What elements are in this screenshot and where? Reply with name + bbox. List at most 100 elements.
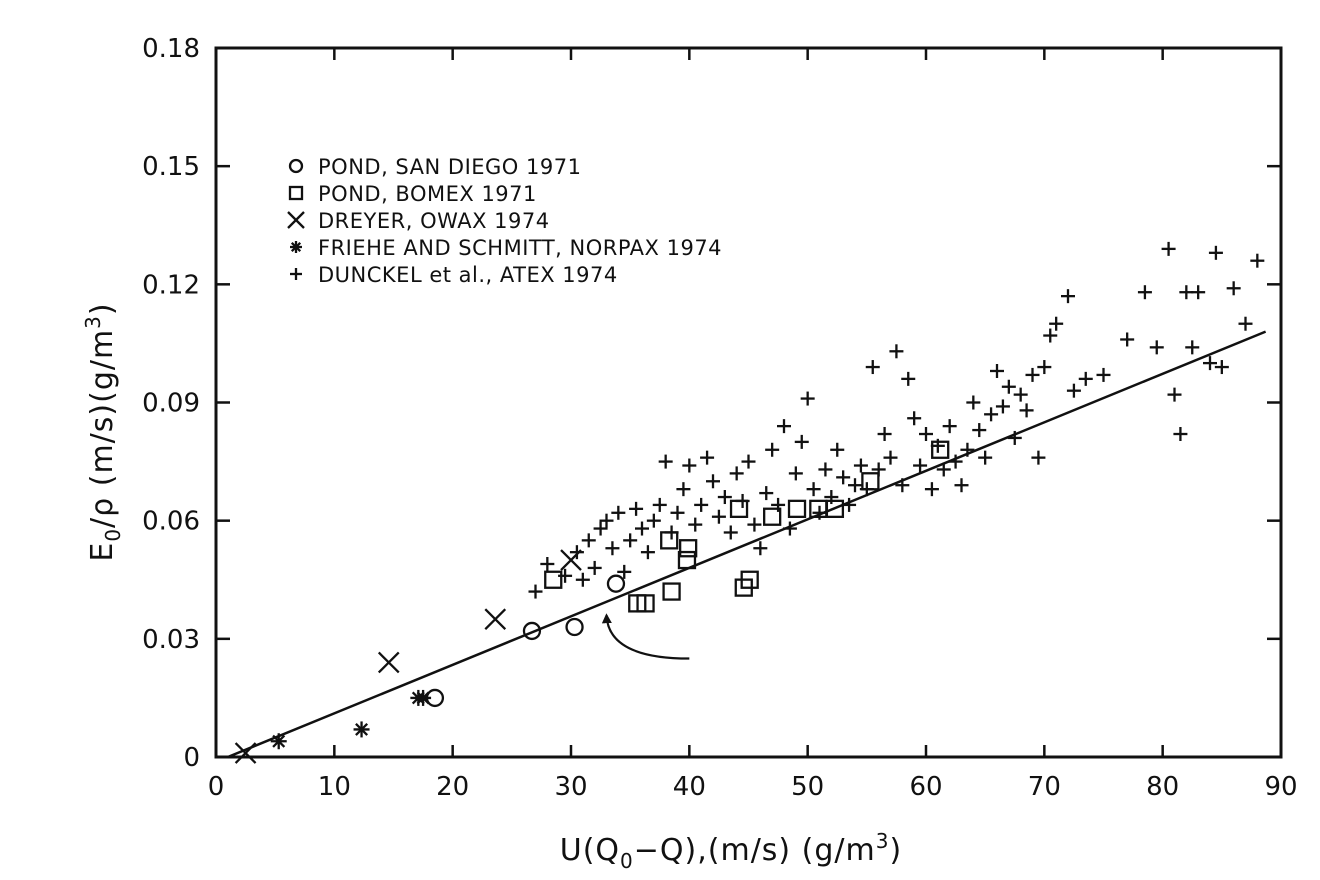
data-point xyxy=(763,507,782,526)
x-axis-label: U(Q0−Q),(m/s) (g/m3) xyxy=(560,829,902,873)
data-point xyxy=(1031,450,1046,465)
legend-marker xyxy=(288,185,304,201)
data-point xyxy=(853,458,868,473)
x-tick-label: 40 xyxy=(673,772,706,802)
series-plus xyxy=(528,241,1265,599)
data-point xyxy=(825,499,845,519)
marker-shape xyxy=(787,499,807,519)
data-point xyxy=(522,621,542,641)
data-point xyxy=(1001,379,1016,394)
annotation-arrow xyxy=(601,613,690,660)
data-point xyxy=(700,450,715,465)
x-label-sub: 0 xyxy=(620,849,634,873)
data-point xyxy=(747,517,762,532)
data-point xyxy=(1191,285,1206,300)
data-point xyxy=(1238,316,1253,331)
data-point xyxy=(871,462,886,477)
legend-label: DUNCKEL et al., ATEX 1974 xyxy=(318,263,618,287)
data-point xyxy=(593,521,608,536)
data-point xyxy=(569,545,584,560)
data-point xyxy=(611,505,626,520)
data-point xyxy=(694,497,709,512)
data-point xyxy=(646,513,661,528)
marker-shape xyxy=(677,550,697,570)
data-point xyxy=(605,541,620,556)
data-point xyxy=(907,411,922,426)
data-point xyxy=(640,545,655,560)
data-point xyxy=(662,582,681,601)
data-point xyxy=(1173,427,1188,442)
data-point xyxy=(787,499,807,519)
y-label-part: ) xyxy=(85,302,120,315)
data-point xyxy=(606,574,626,593)
data-point xyxy=(1019,403,1034,418)
data-point xyxy=(800,391,815,406)
y-tick-label: 0 xyxy=(183,743,200,773)
data-point xyxy=(664,525,679,540)
data-point xyxy=(960,442,975,457)
data-point xyxy=(741,454,756,469)
data-point xyxy=(629,501,644,516)
data-point xyxy=(1208,245,1223,260)
x-tick-label: 60 xyxy=(909,772,942,802)
data-point xyxy=(1096,367,1111,382)
data-point xyxy=(995,399,1010,414)
data-point xyxy=(740,570,759,589)
marker-shape xyxy=(272,734,286,748)
data-point xyxy=(883,450,898,465)
data-point xyxy=(670,505,685,520)
data-point xyxy=(677,550,697,570)
x-tick-label: 10 xyxy=(318,772,351,802)
data-point xyxy=(617,564,632,579)
data-point xyxy=(1120,332,1135,347)
data-point xyxy=(1049,316,1064,331)
legend-label: FRIEHE AND SCHMITT, NORPAX 1974 xyxy=(318,236,722,260)
data-point xyxy=(1013,387,1028,402)
data-point xyxy=(836,470,851,485)
y-label-part: E xyxy=(85,542,120,562)
data-point xyxy=(861,472,880,491)
data-point xyxy=(812,505,827,520)
data-point xyxy=(652,497,667,512)
data-point xyxy=(895,478,910,493)
marker-shape xyxy=(544,570,563,589)
data-point xyxy=(788,466,803,481)
data-point xyxy=(415,689,432,706)
marker-shape xyxy=(355,722,369,736)
marker-shape xyxy=(763,507,782,526)
data-point xyxy=(948,454,963,469)
marker-shape xyxy=(416,691,430,705)
y-tick-label: 0.09 xyxy=(142,389,200,419)
data-point xyxy=(848,478,862,493)
data-point xyxy=(990,363,1004,378)
marker-shape xyxy=(729,499,749,519)
data-point xyxy=(565,617,584,637)
data-point xyxy=(636,594,655,613)
data-point xyxy=(723,525,738,540)
marker-shape xyxy=(740,570,759,589)
marker-shape xyxy=(484,608,507,630)
series-circle xyxy=(425,574,626,708)
data-point xyxy=(1149,340,1164,355)
data-point xyxy=(688,517,703,532)
marker-shape xyxy=(931,440,950,459)
data-point xyxy=(824,490,839,505)
data-point xyxy=(901,371,916,386)
marker-shape xyxy=(522,621,542,641)
data-point xyxy=(954,478,969,493)
y-label-sup: 3 xyxy=(81,315,105,329)
x-tick-label: 20 xyxy=(436,772,469,802)
marker-shape xyxy=(377,651,400,674)
data-point xyxy=(1078,371,1093,386)
legend-marker xyxy=(287,211,305,229)
x-tick-label: 70 xyxy=(1028,772,1061,802)
data-point xyxy=(753,541,768,556)
data-point xyxy=(931,440,950,459)
data-point xyxy=(889,344,904,359)
data-point xyxy=(771,497,786,512)
data-point xyxy=(353,721,370,738)
data-point xyxy=(1226,281,1241,296)
data-point xyxy=(924,482,939,497)
y-tick-label: 0.12 xyxy=(142,270,200,300)
